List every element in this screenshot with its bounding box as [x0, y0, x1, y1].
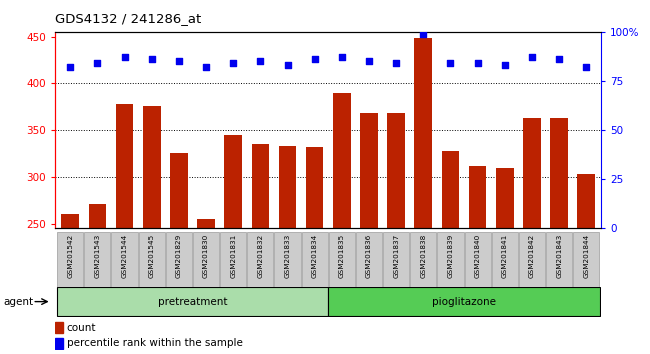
Text: GSM201833: GSM201833 [285, 234, 291, 278]
Bar [61, 214, 79, 354]
Bar [441, 151, 460, 354]
Point [201, 64, 211, 70]
Point [500, 62, 510, 68]
Text: GSM201841: GSM201841 [502, 234, 508, 278]
Text: pioglitazone: pioglitazone [432, 297, 496, 307]
Text: GSM201543: GSM201543 [94, 234, 100, 278]
Text: GSM201840: GSM201840 [474, 234, 480, 278]
Bar [306, 147, 324, 354]
Point [120, 55, 130, 60]
Text: GSM201830: GSM201830 [203, 234, 209, 278]
Bar [387, 113, 405, 354]
Bar [88, 204, 106, 354]
Point [418, 31, 428, 37]
Bar [492, 232, 518, 287]
Text: GSM201835: GSM201835 [339, 234, 345, 278]
Point [581, 64, 592, 70]
Text: GSM201545: GSM201545 [149, 234, 155, 278]
Point [146, 57, 157, 62]
Bar [356, 232, 382, 287]
Bar [170, 154, 188, 354]
Point [309, 57, 320, 62]
Bar [333, 93, 350, 354]
Text: GSM201834: GSM201834 [311, 234, 318, 278]
Bar [415, 38, 432, 354]
Bar [496, 167, 514, 354]
Text: GSM201839: GSM201839 [447, 234, 454, 278]
Bar [57, 232, 83, 287]
Point [92, 61, 103, 66]
Bar [220, 232, 246, 287]
Bar [116, 104, 133, 354]
Point [337, 55, 347, 60]
Bar [84, 232, 110, 287]
Bar [437, 232, 463, 287]
Text: agent: agent [3, 297, 33, 307]
Point [445, 61, 456, 66]
Point [174, 58, 184, 64]
Bar [523, 118, 541, 354]
Text: GSM201837: GSM201837 [393, 234, 399, 278]
Bar [112, 232, 138, 287]
Bar [279, 146, 296, 354]
Text: GSM201844: GSM201844 [583, 234, 590, 278]
Bar [551, 118, 568, 354]
Text: GSM201829: GSM201829 [176, 234, 182, 278]
Text: percentile rank within the sample: percentile rank within the sample [67, 338, 242, 348]
Bar [143, 106, 161, 354]
Point [391, 61, 401, 66]
Point [228, 61, 239, 66]
Bar [302, 232, 328, 287]
Text: count: count [67, 322, 96, 332]
Bar [252, 144, 269, 354]
Bar [138, 232, 164, 287]
Bar [546, 232, 572, 287]
Bar [57, 287, 328, 316]
Point [65, 64, 75, 70]
Bar [410, 232, 436, 287]
Text: GSM201544: GSM201544 [122, 234, 127, 278]
Bar [197, 219, 215, 354]
Bar [519, 232, 545, 287]
Bar [193, 232, 219, 287]
Bar [469, 166, 486, 354]
Bar [274, 232, 300, 287]
Bar [383, 232, 410, 287]
Text: pretreatment: pretreatment [158, 297, 227, 307]
Text: GSM201838: GSM201838 [421, 234, 426, 278]
Text: GSM201542: GSM201542 [67, 234, 73, 278]
Point [526, 55, 537, 60]
Bar [329, 232, 355, 287]
Bar [166, 232, 192, 287]
Text: GSM201831: GSM201831 [230, 234, 236, 278]
Point [364, 58, 374, 64]
Bar [247, 232, 274, 287]
Bar [465, 232, 491, 287]
Bar [360, 113, 378, 354]
Point [282, 62, 293, 68]
Bar [224, 135, 242, 354]
Text: GDS4132 / 241286_at: GDS4132 / 241286_at [55, 12, 201, 25]
Bar [55, 322, 64, 333]
Bar [577, 174, 595, 354]
Text: GSM201842: GSM201842 [529, 234, 535, 278]
Bar [55, 338, 64, 349]
Text: GSM201832: GSM201832 [257, 234, 263, 278]
Bar [328, 287, 600, 316]
Bar [573, 232, 599, 287]
Text: GSM201836: GSM201836 [366, 234, 372, 278]
Text: GSM201843: GSM201843 [556, 234, 562, 278]
Point [473, 61, 483, 66]
Point [255, 58, 266, 64]
Point [554, 57, 564, 62]
